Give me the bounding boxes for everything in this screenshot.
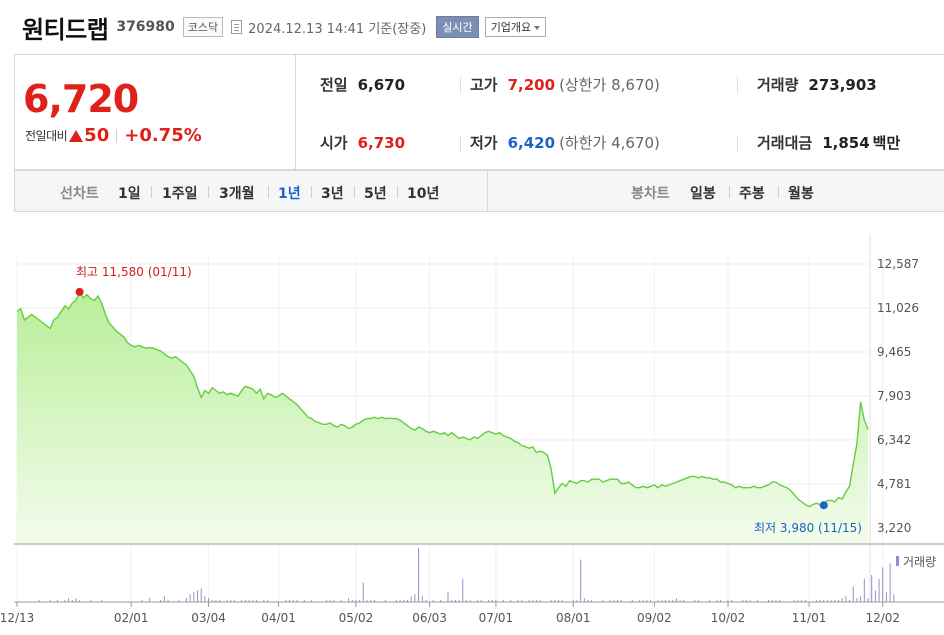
stock-code: 376980 [116,19,175,35]
open-price: 시가 6,730 [320,132,405,153]
x-tick-label: 12/13 [0,611,34,625]
divider [737,77,738,93]
max-point [75,287,84,296]
quote-panel: 6,720 전일대비 50 +0.75% 전일 6,670 고가 7,200 (… [14,54,944,170]
stock-name: 원티드랩 [22,15,109,44]
change-amount: 50 [84,125,110,146]
period-1w[interactable]: 1주일 [162,186,198,202]
trade-value-label: 거래대금 [757,134,813,152]
current-price: 6,720 [23,77,139,121]
company-overview-label: 기업개요 [490,21,532,34]
period-10y[interactable]: 10년 [407,186,440,202]
divider [354,186,355,198]
low-price: 저가 6,420 (하한가 4,670) [470,132,660,153]
divider [778,186,779,198]
price-area [17,292,868,544]
y-tick-label: 6,342 [877,433,911,447]
y-tick-label: 12,587 [877,257,919,271]
x-tick-label: 06/03 [412,611,447,625]
divider [311,186,312,198]
min-label: 최저 3,980 (11/15) [754,521,862,535]
lower-limit: (하한가 4,670) [559,134,660,152]
x-tick-label: 10/02 [711,611,746,625]
prev-close: 전일 6,670 [320,74,405,95]
x-tick-label: 08/01 [556,611,591,625]
divider [487,171,488,211]
max-label: 최고 11,580 (01/11) [76,265,192,279]
period-3y[interactable]: 3년 [321,186,344,202]
period-5y[interactable]: 5년 [364,186,387,202]
volume-legend-swatch [896,556,899,566]
min-point [819,501,828,510]
chevron-down-icon [534,26,541,30]
trade-value-unit: 백만 [872,134,901,152]
period-bar: 선차트 1일 1주일 3개월 1년 3년 5년 10년 봉차트 일봉 주봉 월봉 [14,170,944,212]
realtime-button[interactable]: 실시간 [436,16,479,38]
divider [116,128,118,143]
open-value: 6,730 [357,133,406,152]
up-triangle-icon [69,129,84,142]
line-chart-title: 선차트 [60,186,99,202]
low-label: 저가 [470,134,498,152]
chart-area [16,291,869,544]
volume-label: 거래량 [757,76,799,94]
high-label: 고가 [470,76,498,94]
high-value: 7,200 [507,75,556,94]
period-3m[interactable]: 3개월 [219,186,255,202]
candle-weekly[interactable]: 주봉 [739,186,765,202]
y-tick-label: 9,465 [877,345,911,359]
divider [460,77,461,93]
low-value: 6,420 [507,133,556,152]
change-label: 전일대비 [25,129,68,143]
company-overview-button[interactable]: 기업개요 [484,17,547,37]
prev-close-value: 6,670 [357,75,406,94]
volume-legend: 거래량 [903,555,936,569]
change-row: 전일대비 50 +0.75% [25,125,202,146]
x-tick-label: 03/04 [191,611,226,625]
volume-bars [38,548,895,602]
y-tick-label: 7,903 [877,389,911,403]
price-panel: 6,720 전일대비 50 +0.75% [15,55,296,169]
candle-chart-title: 봉차트 [631,186,670,202]
document-icon [231,20,243,34]
period-1d[interactable]: 1일 [118,186,141,202]
volume: 거래량 273,903 [757,74,877,95]
volume-value: 273,903 [808,75,877,94]
x-tick-label: 04/01 [261,611,296,625]
x-tick-label: 12/02 [865,611,900,625]
divider [208,186,209,198]
stock-header: 원티드랩 376980 코스닥 2024.12.13 14:41 기준(장중) … [22,10,547,44]
y-tick-label: 11,026 [877,301,919,315]
divider [268,186,269,198]
high-price: 고가 7,200 (상한가 8,670) [470,74,660,95]
timestamp: 2024.12.13 14:41 기준(장중) [248,21,427,37]
x-tick-label: 07/01 [479,611,514,625]
market-badge: 코스닥 [182,17,224,37]
divider [397,186,398,198]
x-tick-label: 11/01 [792,611,827,625]
x-tick-label: 02/01 [114,611,149,625]
x-tick-label: 05/02 [339,611,374,625]
upper-limit: (상한가 8,670) [559,76,660,94]
x-tick-label: 09/02 [637,611,672,625]
period-1y[interactable]: 1년 [278,186,301,202]
y-tick-label: 3,220 [877,521,911,535]
divider [151,186,152,198]
open-label: 시가 [320,134,348,152]
candle-monthly[interactable]: 월봉 [788,186,814,202]
divider [460,135,461,151]
chart-markers: 최고 11,580 (01/11) 최저 3,980 (11/15) [75,265,862,535]
chart-axes: 12,587 11,026 9,465 7,903 6,342 4,781 3,220 12/… [0,234,944,625]
divider [729,186,730,198]
divider [737,135,738,151]
y-tick-label: 4,781 [877,477,911,491]
price-line [16,291,869,508]
trade-value: 거래대금 1,854 백만 [757,132,900,153]
change-percent: +0.75% [124,125,202,146]
candle-daily[interactable]: 일봉 [690,186,716,202]
trade-value-amount: 1,854 [822,133,870,152]
prev-close-label: 전일 [320,76,348,94]
